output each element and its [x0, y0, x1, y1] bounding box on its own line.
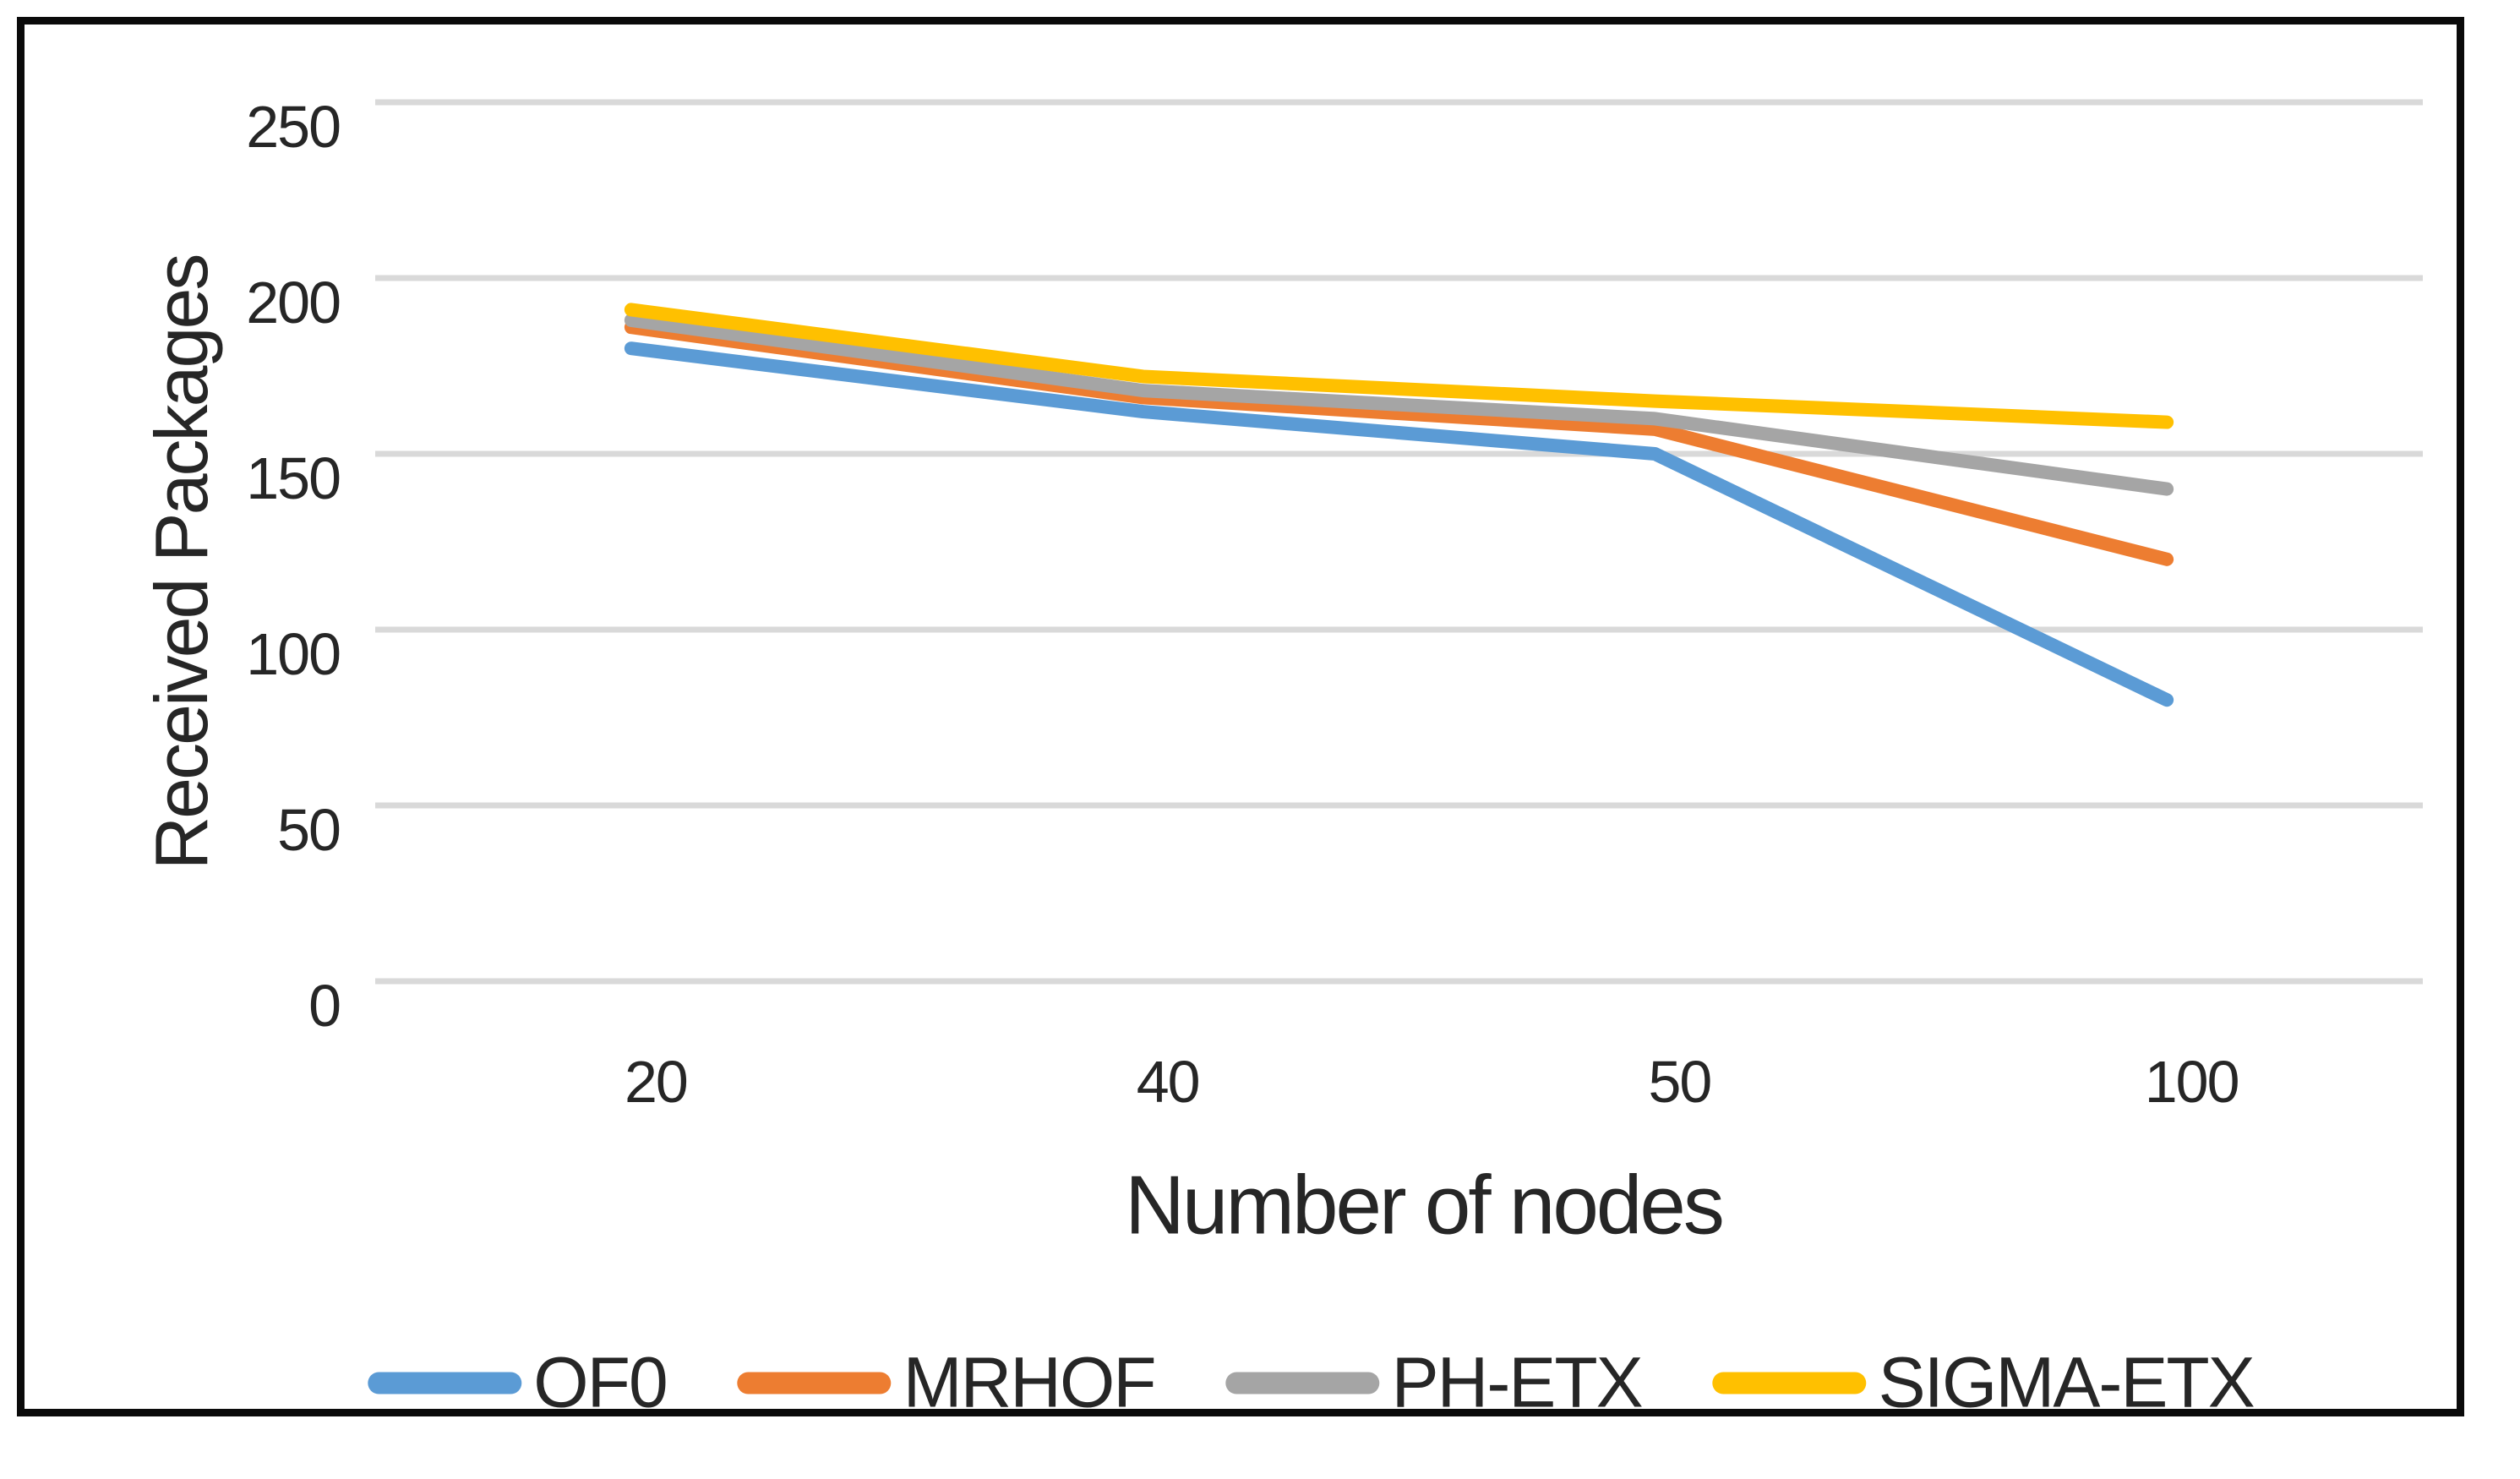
x-tick-label-40: 40: [1136, 1049, 1201, 1115]
y-axis-title: Received Packages: [139, 255, 223, 870]
legend-label-PH-ETX: PH-ETX: [1391, 1342, 1644, 1422]
legend: OF0 MRHOF PH-ETX SIGMA-ETX: [368, 1342, 2255, 1424]
legend-item-SIGMA-ETX: SIGMA-ETX: [1712, 1342, 2255, 1424]
y-tick-label-200: 200: [246, 270, 341, 336]
x-tick-label-100: 100: [2144, 1049, 2240, 1115]
legend-swatch-SIGMA-ETX: [1712, 1372, 1867, 1394]
y-tick-label-50: 50: [277, 797, 341, 863]
legend-swatch-OF0: [368, 1372, 522, 1394]
series-line-OF0: [624, 341, 2174, 707]
y-tick-label-0: 0: [308, 973, 341, 1039]
y-tick-label-150: 150: [246, 445, 341, 511]
series-line-SIGMA-ETX: [624, 303, 2174, 429]
legend-item-PH-ETX: PH-ETX: [1225, 1342, 1644, 1424]
legend-label-SIGMA-ETX: SIGMA-ETX: [1878, 1342, 2255, 1422]
x-axis-title: Number of nodes: [1125, 1158, 1725, 1252]
legend-label-MRHOF: MRHOF: [903, 1342, 1157, 1422]
legend-swatch-PH-ETX: [1225, 1372, 1380, 1394]
y-tick-label-250: 250: [246, 94, 341, 160]
legend-item-MRHOF: MRHOF: [737, 1342, 1157, 1424]
legend-item-OF0: OF0: [368, 1342, 668, 1424]
plot-area: [375, 99, 2423, 985]
legend-swatch-MRHOF: [737, 1372, 892, 1394]
y-tick-label-100: 100: [246, 621, 341, 687]
series-line-MRHOF: [624, 320, 2174, 566]
x-tick-label-50: 50: [1648, 1049, 1712, 1115]
figure-frame: 0 50 100 150 200 250 20 40 50 100 Received Packa…: [17, 17, 2464, 1422]
series-line-PH-ETX: [624, 313, 2174, 496]
x-tick-label-20: 20: [624, 1049, 689, 1115]
line-chart: 0 50 100 150 200 250 20 40 50 100 Received Packa…: [25, 25, 2457, 1422]
legend-label-OF0: OF0: [533, 1342, 668, 1422]
